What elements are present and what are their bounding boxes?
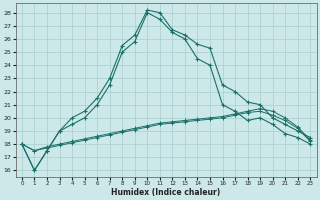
X-axis label: Humidex (Indice chaleur): Humidex (Indice chaleur) — [111, 188, 221, 197]
